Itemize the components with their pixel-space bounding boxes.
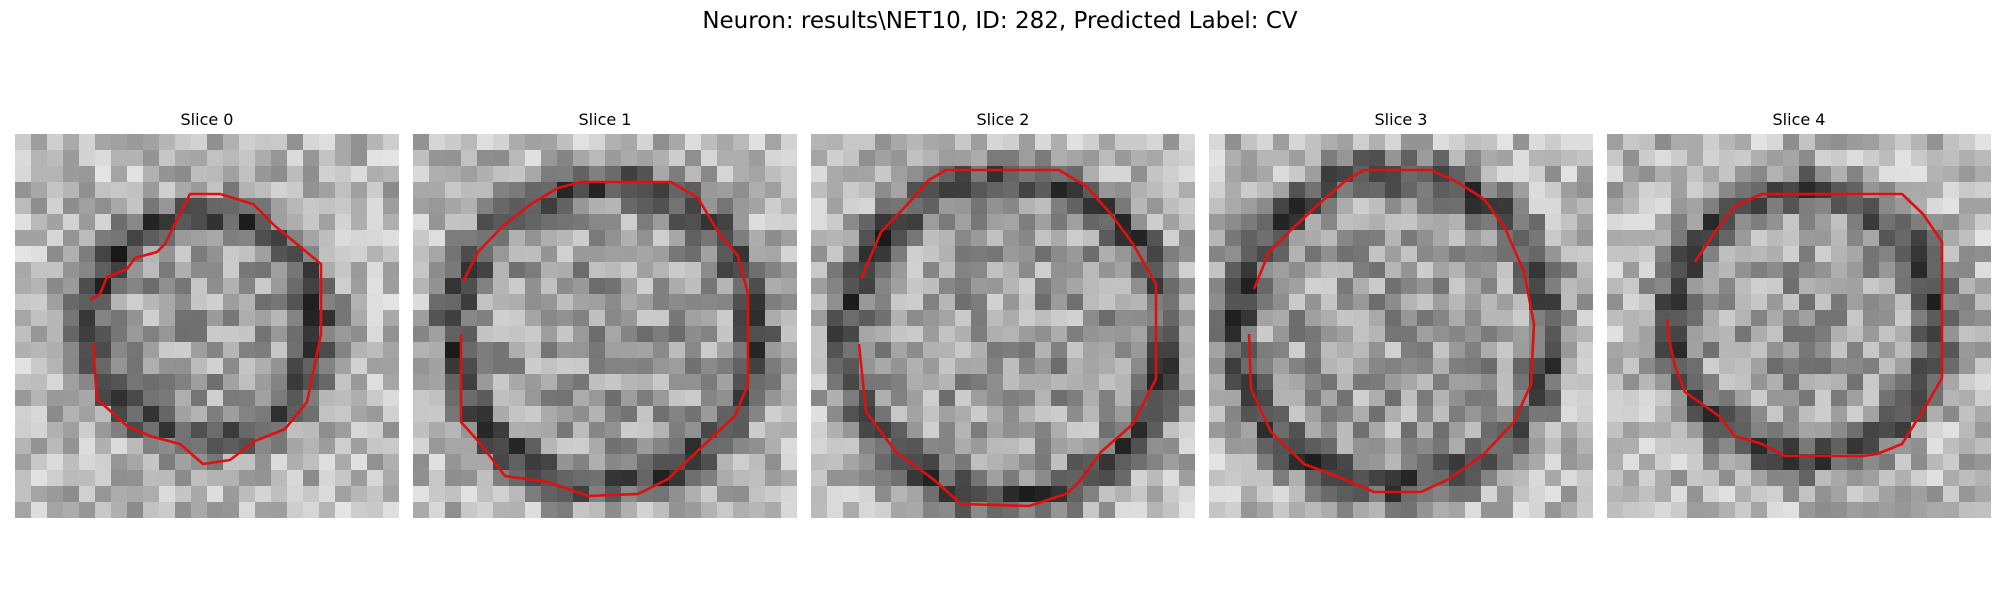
- slice-image-1: [413, 134, 797, 518]
- slice-svg-4: [1607, 134, 1991, 518]
- slice-image-3: [1209, 134, 1593, 518]
- slice-contour-4: [1665, 192, 1944, 458]
- slice-image-0: [15, 134, 399, 518]
- slice-title-4: Slice 4: [1772, 110, 1826, 129]
- slice-image-2: [811, 134, 1195, 518]
- slice-pixels-3: [1209, 134, 1593, 518]
- slice-title-2: Slice 2: [976, 110, 1030, 129]
- slice-svg-2: [811, 134, 1195, 518]
- slice-svg-0: [15, 134, 399, 518]
- slice-pixels-0: [15, 134, 399, 518]
- slice-contour-1: [459, 180, 750, 498]
- slice-contour-2: [857, 168, 1158, 508]
- slice-contour-3: [1247, 168, 1536, 494]
- slice-contour-0: [89, 192, 323, 466]
- slice-title-3: Slice 3: [1374, 110, 1428, 129]
- slice-pixels-4: [1607, 134, 1991, 518]
- slice-pixels-1: [413, 134, 797, 518]
- slice-title-0: Slice 0: [180, 110, 234, 129]
- slice-svg-3: [1209, 134, 1593, 518]
- slice-title-1: Slice 1: [578, 110, 632, 129]
- figure-title: Neuron: results\NET10, ID: 282, Predicte…: [702, 8, 1298, 34]
- slice-pixels-2: [811, 134, 1195, 518]
- slice-image-4: [1607, 134, 1991, 518]
- slice-svg-1: [413, 134, 797, 518]
